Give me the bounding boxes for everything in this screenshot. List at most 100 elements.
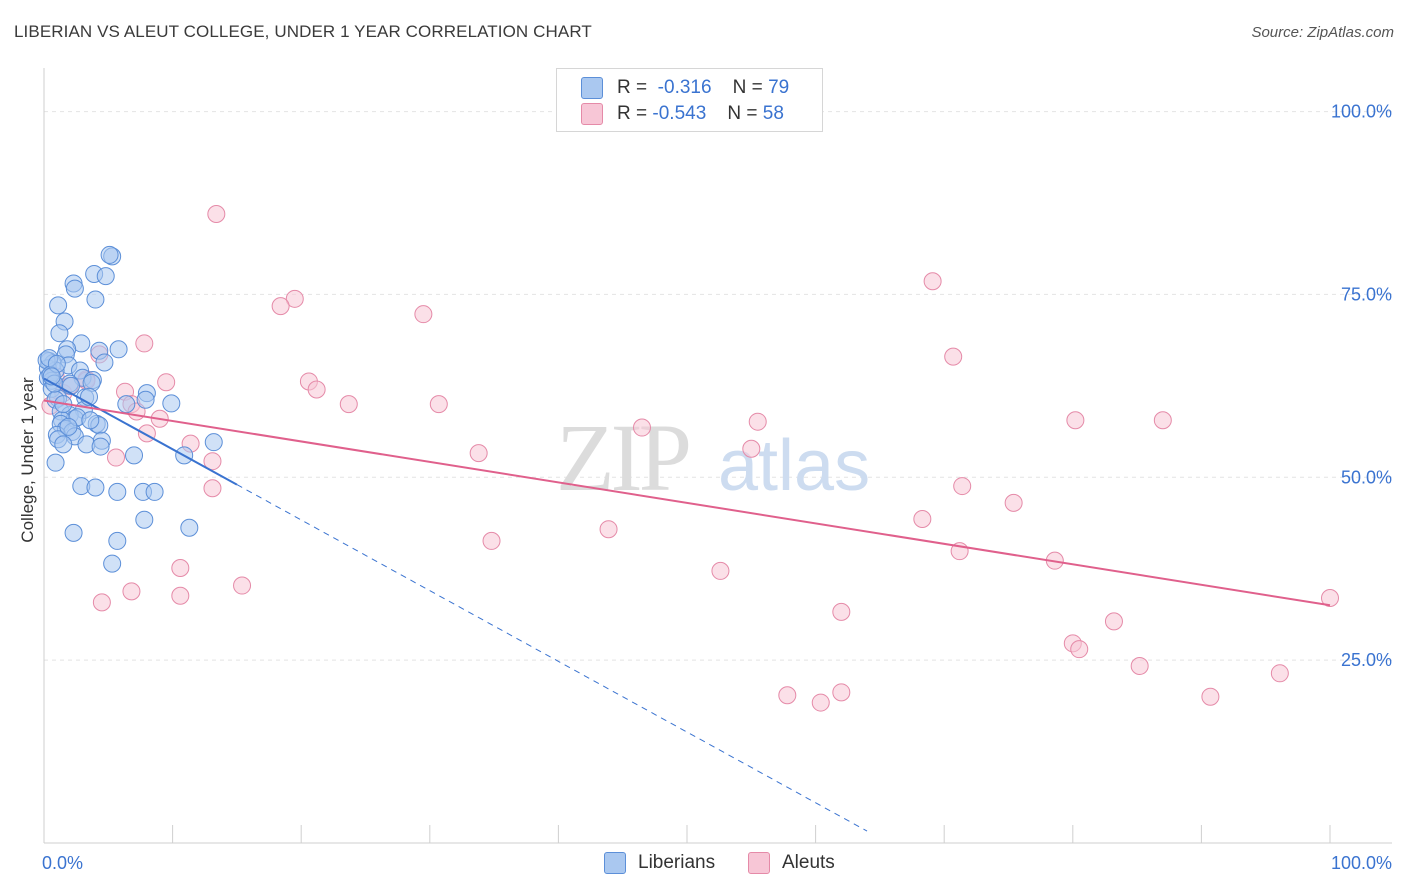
aleuts-point xyxy=(1321,588,1339,607)
aleuts-point xyxy=(1066,411,1085,430)
liberians-point xyxy=(91,437,110,456)
aleuts-point xyxy=(271,297,290,316)
aleuts-trend-line xyxy=(43,399,1331,607)
y-tick-label: 50.0% xyxy=(1341,467,1392,487)
y-tick-label: 100.0% xyxy=(1331,102,1392,122)
liberians-point xyxy=(108,531,127,550)
liberians-point xyxy=(86,290,105,309)
watermark: ZIP atlas xyxy=(556,404,870,511)
aleuts-point xyxy=(171,558,190,577)
liberians-point xyxy=(54,435,73,454)
liberians-point xyxy=(145,482,164,501)
aleuts-point xyxy=(203,452,222,471)
aleuts-point xyxy=(482,531,501,550)
aleuts-point xyxy=(1004,493,1023,512)
aleuts-point xyxy=(469,444,488,463)
aleuts-point xyxy=(711,561,730,580)
liberians-point xyxy=(81,411,100,430)
aleuts-point xyxy=(1104,612,1123,631)
liberians-point xyxy=(135,510,154,529)
aleuts-point xyxy=(778,686,797,705)
legend-row-liberians: R = -0.316 N = 79 xyxy=(581,76,789,100)
aleuts-point xyxy=(832,683,851,702)
aleuts-point xyxy=(632,418,651,437)
x-tick-label-min: 0.0% xyxy=(42,853,83,873)
aleuts-point xyxy=(832,602,851,621)
aleuts-point xyxy=(811,693,830,712)
legend-n-label: N = xyxy=(732,77,763,98)
aleuts-points xyxy=(41,204,1339,712)
axes xyxy=(43,68,1392,844)
bottom-legend-aleuts: Aleuts xyxy=(748,852,835,874)
liberians-point xyxy=(59,417,78,436)
aleuts-point xyxy=(207,204,226,223)
aleuts-swatch xyxy=(581,103,603,125)
aleuts-point xyxy=(122,582,141,601)
liberians-legend-swatch xyxy=(604,852,626,874)
liberians-point xyxy=(86,478,105,497)
aleuts-point xyxy=(748,412,767,431)
liberians-points xyxy=(37,245,223,573)
aleuts-point xyxy=(953,477,972,496)
legend-r-value: -0.316 xyxy=(657,77,712,98)
liberians-point xyxy=(100,245,119,264)
liberians-point xyxy=(108,482,127,501)
aleuts-point xyxy=(923,272,942,291)
aleuts-point xyxy=(913,509,932,528)
gridlines xyxy=(44,111,1392,661)
aleuts-point xyxy=(285,289,304,308)
liberians-point xyxy=(46,453,65,472)
aleuts-point xyxy=(203,479,222,498)
aleuts-point xyxy=(1070,640,1089,659)
aleuts-point xyxy=(1201,687,1220,706)
chart-title: LIBERIAN VS ALEUT COLLEGE, UNDER 1 YEAR … xyxy=(14,22,592,41)
x-tick-label-max: 100.0% xyxy=(1331,853,1392,873)
aleuts-point xyxy=(1130,656,1149,675)
liberians-point xyxy=(103,554,122,573)
liberians-point xyxy=(95,353,114,372)
aleuts-point xyxy=(429,395,448,414)
aleuts-point xyxy=(1153,411,1172,430)
y-tick-label: 75.0% xyxy=(1341,284,1392,304)
aleuts-point xyxy=(92,593,111,612)
liberians-point xyxy=(109,340,128,359)
legend-row-aleuts: R = -0.543 N = 58 xyxy=(581,102,784,126)
aleuts-point xyxy=(599,520,618,539)
aleuts-point xyxy=(339,395,358,414)
tick-labels: 25.0% 50.0% 75.0% 100.0% 0.0% 100.0% xyxy=(42,102,1392,873)
legend-r-label: R = xyxy=(617,77,648,98)
y-axis-label: College, Under 1 year xyxy=(18,377,37,543)
liberians-point xyxy=(49,296,68,315)
liberians-point xyxy=(180,518,199,537)
aleuts-point xyxy=(157,373,176,392)
aleuts-point xyxy=(307,380,326,399)
legend-n-label: N = xyxy=(727,103,758,124)
trend-lines xyxy=(43,377,1331,832)
legend-n-value: 58 xyxy=(762,103,784,124)
source-label: Source: ZipAtlas.com xyxy=(1251,24,1394,41)
liberians-point xyxy=(65,279,84,298)
aleuts-legend-swatch xyxy=(748,852,770,874)
legend-n-value: 79 xyxy=(768,77,790,98)
liberians-point xyxy=(64,523,83,542)
aleuts-point xyxy=(414,305,433,324)
aleuts-legend-label: Aleuts xyxy=(782,852,835,873)
watermark-zip: ZIP xyxy=(556,404,689,511)
liberians-trend-line xyxy=(43,377,238,486)
watermark-atlas: atlas xyxy=(718,426,870,506)
aleuts-point xyxy=(107,448,126,467)
liberians-point xyxy=(162,394,181,413)
liberians-point xyxy=(204,433,223,452)
y-tick-label: 25.0% xyxy=(1341,650,1392,670)
aleuts-point xyxy=(233,576,252,595)
liberians-point xyxy=(50,324,69,343)
liberians-point xyxy=(62,376,81,395)
liberians-legend-label: Liberians xyxy=(638,852,716,873)
aleuts-point xyxy=(135,334,154,353)
aleuts-point xyxy=(171,586,190,605)
aleuts-point xyxy=(742,439,761,458)
liberians-trend-extension xyxy=(236,484,868,832)
aleuts-point xyxy=(944,347,963,366)
liberians-point xyxy=(96,267,115,286)
